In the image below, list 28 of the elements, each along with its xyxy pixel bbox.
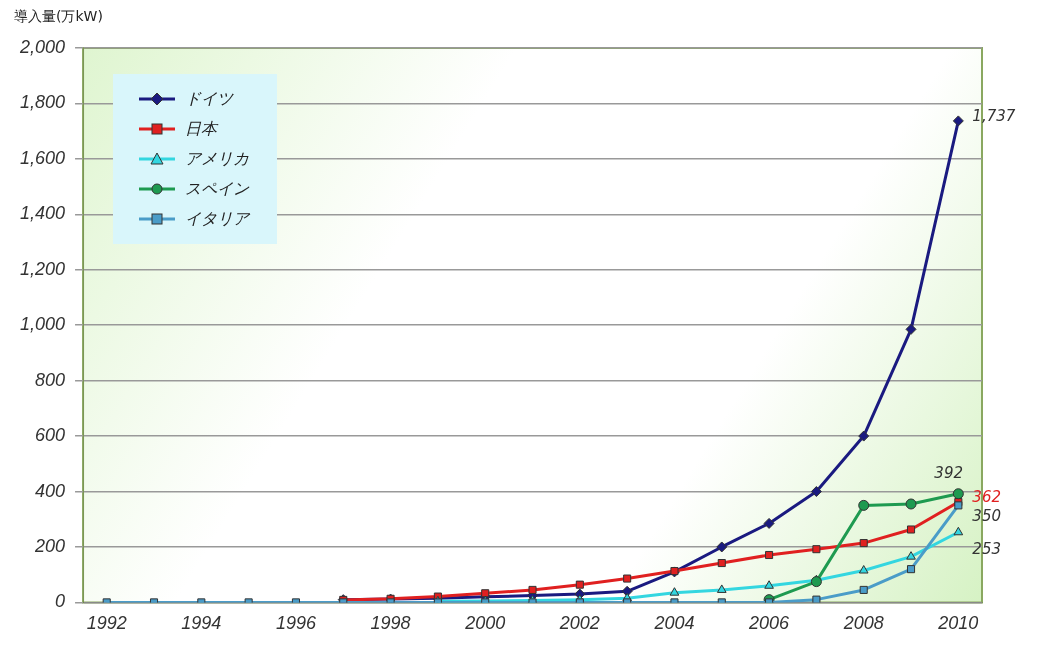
y-tick-label: 400 [35, 480, 66, 501]
legend-label: スペイン [185, 178, 250, 200]
legend-label: イタリア [185, 208, 250, 230]
y-axis-title: 導入量(万kW) [14, 8, 103, 26]
data-label: 392 [934, 463, 963, 482]
y-tick-label: 1,200 [20, 258, 66, 279]
y-tick-label: 0 [55, 591, 66, 612]
x-tick-label: 2000 [464, 613, 506, 634]
x-tick-label: 1992 [86, 613, 127, 634]
x-tick-label: 2004 [653, 613, 695, 634]
x-tick-label: 1994 [181, 613, 222, 634]
legend-label: アメリカ [185, 148, 250, 170]
y-tick-label: 600 [35, 425, 66, 446]
x-tick-label: 2006 [748, 613, 791, 634]
y-tick-label: 1,800 [20, 92, 66, 113]
x-tick-label: 2008 [842, 613, 884, 634]
y-tick-label: 1,600 [20, 147, 66, 168]
x-tick-label: 1996 [275, 613, 317, 634]
x-tick-label: 1998 [370, 613, 411, 634]
y-tick-label: 1,000 [20, 314, 66, 335]
y-tick-label: 1,400 [20, 203, 66, 224]
x-tick-label: 2010 [937, 613, 979, 634]
legend-label: 日本 [185, 118, 218, 140]
x-tick-label: 2002 [558, 613, 600, 634]
y-tick-label: 800 [35, 369, 66, 390]
y-tick-label: 200 [34, 535, 66, 556]
y-tick-label: 2,000 [19, 37, 66, 57]
legend-label: ドイツ [185, 88, 234, 110]
